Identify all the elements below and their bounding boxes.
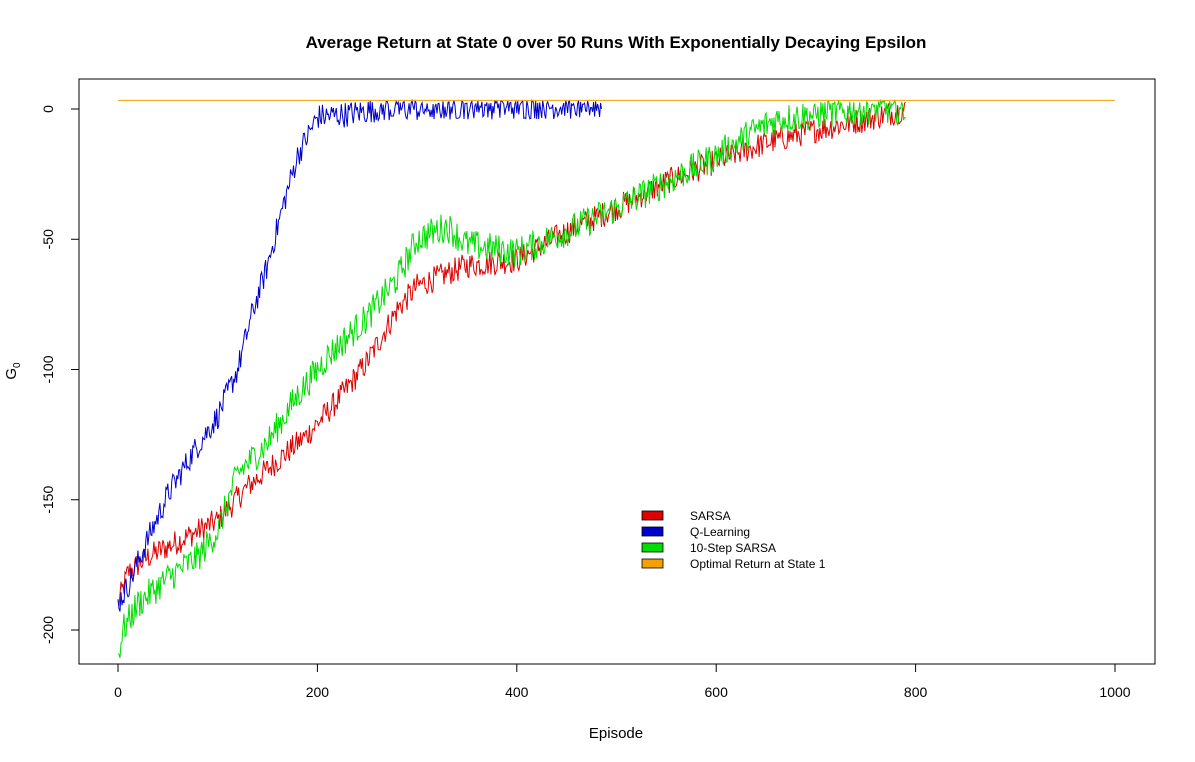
legend-swatch-q-learning [641,526,664,537]
x-axis: 0 200 400 600 800 1000 [114,663,1131,700]
y-axis-label-main: G [3,368,20,380]
y-tick-label: -50 [40,229,56,249]
plot-frame [78,78,1156,665]
legend-label-sarsa: SARSA [690,509,731,523]
y-tick-label: -200 [40,616,56,644]
x-tick-label: 200 [306,684,330,700]
chart-title: Average Return at State 0 over 50 Runs W… [306,33,927,52]
legend-label-q-learning: Q-Learning [690,525,750,539]
y-axis: 0 -50 -100 -150 -200 [40,105,80,644]
legend-label-optimal-return-at-state-1: Optimal Return at State 1 [690,557,826,571]
y-tick-label: 0 [40,105,56,113]
y-axis-label: G0 [3,362,23,380]
x-tick-label: 1000 [1099,684,1130,700]
y-axis-label-subscript: 0 [12,362,23,368]
series-line-10-step-sarsa [117,98,906,659]
x-axis-label: Episode [589,725,643,742]
series-line-sarsa [117,101,906,606]
legend: SARSA Q-Learning 10-Step SARSA Optimal Retu… [641,509,826,571]
legend-swatch-10-step-sarsa [641,542,664,553]
y-tick-label: -100 [40,355,56,383]
legend-swatch-sarsa [641,510,664,521]
legend-label-10-step-sarsa: 10-Step SARSA [690,541,776,555]
x-tick-label: 800 [904,684,928,700]
legend-swatch-optimal-return-at-state-1 [641,558,664,569]
x-tick-label: 600 [705,684,729,700]
series-layer [117,98,1115,659]
x-tick-label: 400 [505,684,529,700]
series-line-q-learning [117,98,602,612]
y-tick-label: -150 [40,486,56,514]
x-tick-label: 0 [114,684,122,700]
